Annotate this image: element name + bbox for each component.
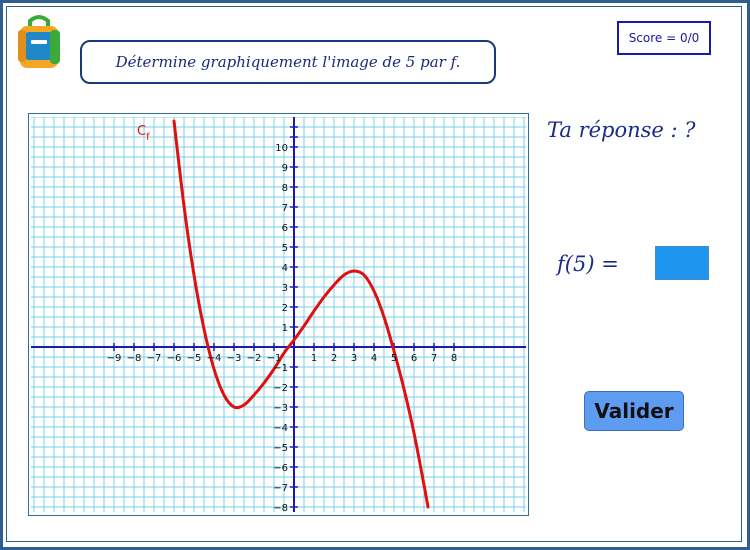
y-tick-label: 7 [282,203,288,214]
y-tick-label: −7 [273,483,288,494]
tick-labels: −9 −8 −7 −6 −5 −4 −3 −2 −1 1 2 3 4 5 6 7 8 −8 −7 −6 −5 −4 −3 −2… [107,143,458,512]
x-tick-label: 2 [331,353,337,364]
function-expression: f(5) = [557,252,619,276]
x-tick-label: −7 [147,353,162,364]
y-tick-label: −8 [273,503,288,512]
y-tick-label: −5 [273,443,288,454]
axes [31,117,526,512]
x-tick-label: 6 [411,353,417,364]
x-tick-label: −2 [247,353,262,364]
y-tick-label: 10 [275,143,288,154]
grid [31,117,526,512]
instruction-text: Détermine graphiquement l'image de 5 par… [115,53,461,71]
x-tick-label: 1 [311,353,317,364]
x-tick-label: −6 [167,353,182,364]
y-tick-label: 2 [282,303,288,314]
y-tick-label: −3 [273,403,288,414]
x-tick-label: 5 [391,353,397,364]
y-tick-label: 1 [282,323,288,334]
y-tick-label: 5 [282,243,288,254]
inner-frame [6,6,742,542]
x-tick-label: 4 [371,353,377,364]
validate-button[interactable]: Valider [584,391,684,431]
instruction-prompt: Détermine graphiquement l'image de 5 par… [80,40,496,84]
y-tick-label: 6 [282,223,288,234]
graph-frame [28,113,529,516]
score-text: Score = 0/0 [628,31,700,45]
x-tick-label: 8 [451,353,457,364]
answer-input[interactable] [655,246,709,280]
y-tick-label: 4 [282,263,288,274]
answer-heading: Ta réponse : ? [547,118,696,142]
backpack-icon [18,15,60,68]
x-tick-label: −1 [267,353,282,364]
y-tick-label: 9 [282,163,288,174]
y-tick-label: 8 [282,183,288,194]
score-box: Score = 0/0 [617,21,711,55]
function-chart: Cf −9 −8 −7 −6 −5 −4 −3 −2 −1 1 2 3 4 5 6 7 8−8−7−6−5−4−… [31,117,526,512]
x-tick-label: −5 [187,353,202,364]
x-tick-label: −4 [207,353,222,364]
curve-label-subscript: f [146,132,150,143]
x-tick-label: 7 [431,353,437,364]
y-tick-label: −1 [273,363,288,374]
y-tick-label: −4 [273,423,288,434]
x-tick-label: −8 [127,353,142,364]
y-tick-label: −2 [273,383,288,394]
x-tick-label: 3 [351,353,357,364]
x-tick-label: −9 [107,353,122,364]
y-tick-label: −6 [273,463,288,474]
x-tick-label: −3 [227,353,242,364]
y-tick-label: 3 [282,283,288,294]
curve-cf [172,119,430,509]
